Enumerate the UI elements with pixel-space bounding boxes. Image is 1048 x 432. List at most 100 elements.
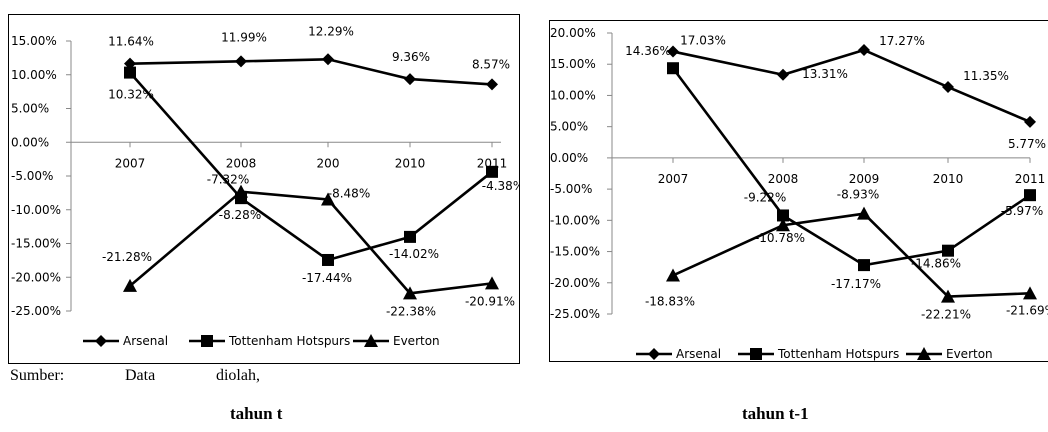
y-tick-label: -25.00% (11, 304, 61, 318)
source-note: Sumber: Data diolah, (10, 367, 260, 385)
data-point-marker (403, 286, 417, 300)
data-point-marker (1024, 115, 1036, 128)
series-line (672, 48, 1031, 124)
legend-label: Everton (393, 334, 440, 348)
data-point-marker (1024, 189, 1036, 202)
data-label: 17.27% (879, 34, 925, 48)
data-point-marker (322, 253, 334, 266)
data-label: -17.44% (302, 271, 352, 285)
x-tick-label: 2009 (849, 172, 880, 186)
y-tick-label: 0.00% (550, 151, 588, 165)
data-point-marker (123, 278, 137, 292)
data-label: 10.32% (108, 88, 154, 102)
data-point-marker (942, 81, 954, 94)
data-label: 17.03% (680, 34, 726, 48)
data-label: -7.32% (207, 173, 249, 187)
data-label: 13.31% (802, 67, 848, 81)
data-label: -8.48% (328, 186, 370, 200)
series-tottenham-hotspurs: 14.36% -9.22% -17.17% -14.86% -5.97% (625, 44, 1043, 291)
data-label: -21.69% (1006, 303, 1048, 317)
data-label: 5.77% (1008, 137, 1046, 151)
data-point-marker (858, 259, 870, 272)
legend-marker (364, 334, 378, 347)
legend-label: Everton (946, 347, 993, 361)
data-label: -14.02% (389, 247, 439, 261)
data-point-marker (777, 209, 789, 222)
data-label: -10.78% (755, 231, 805, 245)
data-label: 11.64% (108, 35, 154, 49)
legend-marker (95, 335, 107, 347)
data-label: 14.36% (625, 44, 671, 58)
data-point-marker (857, 206, 871, 220)
legend-marker (750, 348, 762, 360)
data-point-marker (404, 230, 416, 243)
y-tick-label: -10.00% (550, 213, 600, 227)
legend: Arsenal Tottenham Hotspurs Everton (83, 334, 440, 348)
data-point-marker (666, 268, 680, 282)
data-point-marker (322, 53, 334, 66)
y-tick-label: -15.00% (550, 245, 600, 259)
data-point-marker (776, 218, 790, 232)
data-point-marker (486, 78, 498, 91)
y-tick-label: -25.00% (550, 307, 600, 321)
series-arsenal: 11.64% 11.99% 12.29% 9.36% 8.57% (108, 24, 510, 91)
y-tick-label: 5.00% (550, 120, 588, 134)
x-tick-label: 2008 (226, 156, 257, 170)
data-point-marker (941, 289, 955, 303)
y-tick-label: -20.00% (11, 270, 61, 284)
x-tick-label: 2011 (1015, 172, 1046, 186)
data-point-marker (1023, 286, 1037, 300)
data-point-marker (124, 66, 136, 79)
x-tick-label: 2007 (115, 156, 146, 170)
legend-label: Arsenal (676, 347, 721, 361)
chart-panel-tahun-t: 15.00% 10.00% 5.00% 0.00% -5.00% -10.00% -15.0… (8, 14, 520, 364)
series-everton: -18.83% -10.78% -8.93% -22.21% -21.69% (645, 188, 1048, 322)
data-point-marker (486, 165, 498, 178)
source-note-word: Sumber: (10, 367, 65, 384)
data-point-marker (404, 73, 416, 86)
legend: Arsenal Tottenham Hotspurs Everton (636, 347, 993, 361)
legend-label: Tottenham Hotspurs (228, 334, 350, 348)
source-note-word: diolah, (215, 367, 260, 384)
data-label: -20.91% (465, 294, 515, 308)
series-arsenal: 17.03% 13.31% 17.27% 11.35% 5.77% (667, 34, 1046, 151)
data-point-marker (321, 192, 335, 206)
data-label: 11.99% (221, 30, 267, 44)
data-point-marker (485, 276, 499, 290)
data-label: -9.22% (744, 190, 786, 204)
y-tick-label: -20.00% (550, 276, 600, 290)
chart-panel-tahun-t-1: 20.00% 15.00% 10.00% 5.00% 0.00% -5.00% -10.00… (549, 20, 1048, 362)
data-label: 9.36% (392, 50, 430, 64)
data-point-marker (942, 244, 954, 257)
y-tick-label: 20.00% (550, 26, 596, 40)
y-tick-label: -15.00% (11, 237, 61, 251)
y-tick-label: 15.00% (11, 34, 57, 48)
source-note-word: Data (125, 367, 156, 384)
data-label: -5.97% (1001, 204, 1043, 218)
y-tick-label: 10.00% (550, 88, 596, 102)
data-label: -17.17% (831, 277, 881, 291)
x-tick-label: 2010 (933, 172, 964, 186)
legend-marker (917, 347, 931, 360)
x-tick-label: 200 (317, 156, 340, 170)
series-everton: -21.28% -7.32% -8.48% -22.38% -20.91% (102, 173, 515, 319)
legend-label: Tottenham Hotspurs (777, 347, 899, 361)
caption-tahun-t: tahun t (230, 404, 283, 423)
line-chart-tahun-t: 15.00% 10.00% 5.00% 0.00% -5.00% -10.00% -15.0… (11, 24, 519, 348)
data-label: 11.35% (963, 69, 1009, 83)
data-label: -4.38% (482, 179, 519, 193)
data-point-marker (858, 44, 870, 57)
data-label: -14.86% (911, 257, 961, 271)
data-point-marker (667, 62, 679, 75)
data-label: -22.21% (921, 308, 971, 322)
data-label: -22.38% (386, 304, 436, 318)
data-label: 12.29% (308, 24, 354, 38)
x-tick-label: 2007 (658, 172, 689, 186)
line-chart-tahun-t-1: 20.00% 15.00% 10.00% 5.00% 0.00% -5.00% -10.00… (550, 26, 1048, 361)
y-tick-label: 5.00% (11, 102, 49, 116)
x-tick-label: 2008 (768, 172, 799, 186)
y-tick-label: 0.00% (11, 135, 49, 149)
data-label: 8.57% (472, 57, 510, 71)
legend-label: Arsenal (123, 334, 168, 348)
data-label: -8.93% (837, 188, 879, 202)
